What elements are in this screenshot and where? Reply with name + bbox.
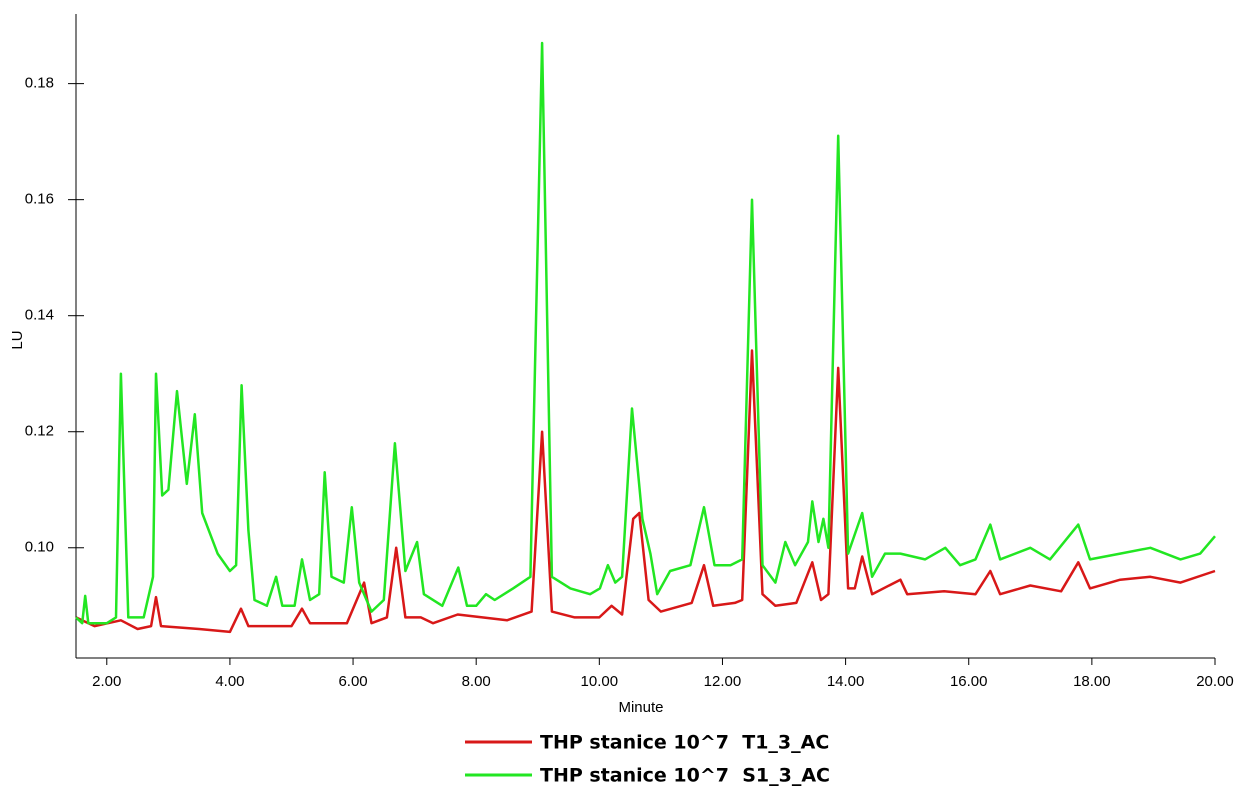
x-tick-label: 16.00 xyxy=(950,673,988,690)
x-tick-label: 4.00 xyxy=(215,673,244,690)
x-tick-label: 10.00 xyxy=(581,673,619,690)
series-line xyxy=(75,41,1216,625)
legend-label: THP stanice 10^7 S1_3_AC xyxy=(540,765,830,787)
x-tick-label: 12.00 xyxy=(704,673,742,690)
x-axis-label: Minute xyxy=(618,699,663,716)
legend-label: THP stanice 10^7 T1_3_AC xyxy=(540,732,829,754)
y-tick-label: 0.10 xyxy=(25,539,54,556)
x-tick-label: 8.00 xyxy=(462,673,491,690)
x-tick-label: 2.00 xyxy=(92,673,121,690)
x-tick-label: 18.00 xyxy=(1073,673,1111,690)
y-tick-label: 0.12 xyxy=(25,423,54,440)
y-tick-label: 0.18 xyxy=(25,75,54,92)
series-line xyxy=(75,349,1216,634)
y-axis-label: LU xyxy=(9,330,26,349)
y-tick-label: 0.16 xyxy=(25,191,54,208)
x-tick-label: 14.00 xyxy=(827,673,865,690)
y-tick-label: 0.14 xyxy=(25,307,54,324)
x-tick-label: 20.00 xyxy=(1196,673,1234,690)
x-tick-label: 6.00 xyxy=(338,673,367,690)
